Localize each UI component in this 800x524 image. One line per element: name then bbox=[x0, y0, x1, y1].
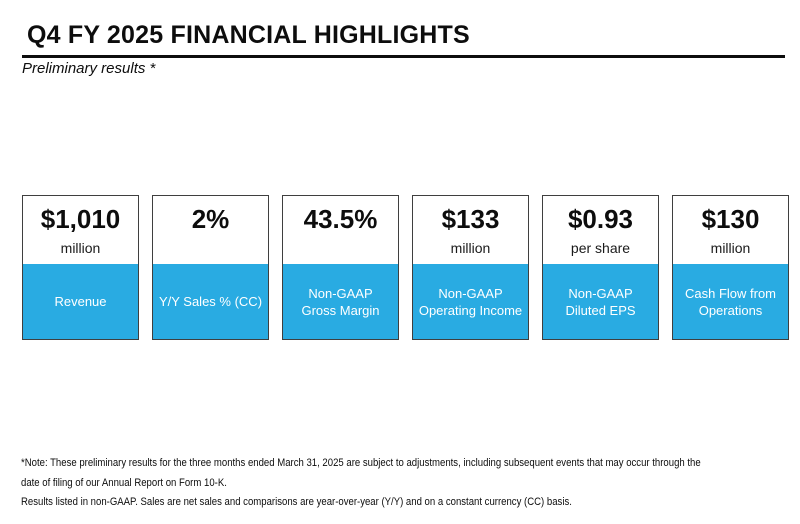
kpi-label-zone: Non-GAAP Diluted EPS bbox=[543, 264, 658, 339]
footnote-line-2: date of filing of our Annual Report on F… bbox=[21, 476, 227, 489]
page-title: Q4 FY 2025 FINANCIAL HIGHLIGHTS bbox=[27, 21, 470, 49]
kpi-card-diluted-eps: $0.93 per share Non-GAAP Diluted EPS bbox=[542, 195, 659, 340]
kpi-value: 2% bbox=[191, 204, 230, 234]
kpi-value: $1,010 bbox=[40, 204, 121, 234]
kpi-label-zone: Cash Flow from Operations bbox=[673, 264, 788, 339]
preliminary-results-subtitle: Preliminary results * bbox=[22, 60, 156, 77]
kpi-value: 43.5% bbox=[303, 204, 378, 234]
kpi-card-top: $133 million bbox=[413, 196, 528, 264]
kpi-label-zone: Y/Y Sales % (CC) bbox=[153, 264, 268, 339]
kpi-card-top: $130 million bbox=[673, 196, 788, 264]
kpi-card-cash-flow: $130 million Cash Flow from Operations bbox=[672, 195, 789, 340]
kpi-card-top: 2% bbox=[153, 196, 268, 264]
kpi-unit: per share bbox=[570, 240, 631, 256]
kpi-card-top: 43.5% bbox=[283, 196, 398, 264]
kpi-label-zone: Revenue bbox=[23, 264, 138, 339]
kpi-card-top: $0.93 per share bbox=[543, 196, 658, 264]
kpi-label: Non-GAAP Gross Margin bbox=[301, 285, 380, 318]
kpi-label: Non-GAAP Diluted EPS bbox=[565, 285, 636, 318]
kpi-label: Revenue bbox=[54, 294, 107, 309]
kpi-label: Y/Y Sales % (CC) bbox=[158, 294, 263, 309]
kpi-card-yy-sales: 2% Y/Y Sales % (CC) bbox=[152, 195, 269, 340]
kpi-label: Non-GAAP Operating Income bbox=[418, 285, 523, 318]
kpi-label-zone: Non-GAAP Gross Margin bbox=[283, 264, 398, 339]
footnote-line-1: *Note: These preliminary results for the… bbox=[21, 457, 701, 469]
kpi-label: Cash Flow from Operations bbox=[684, 285, 777, 318]
kpi-value: $133 bbox=[441, 204, 500, 234]
kpi-label-zone: Non-GAAP Operating Income bbox=[413, 264, 528, 339]
kpi-card-gross-margin: 43.5% Non-GAAP Gross Margin bbox=[282, 195, 399, 340]
title-underline-rule bbox=[22, 55, 785, 58]
kpi-value: $130 bbox=[701, 204, 760, 234]
kpi-unit: million bbox=[450, 240, 491, 256]
kpi-unit: million bbox=[60, 240, 101, 256]
kpi-cards-row: $1,010 million Revenue 2% Y/Y Sales % (C… bbox=[22, 195, 789, 340]
footnote-line-3: Results listed in non-GAAP. Sales are ne… bbox=[21, 496, 572, 508]
kpi-card-operating-income: $133 million Non-GAAP Operating Income bbox=[412, 195, 529, 340]
kpi-card-revenue: $1,010 million Revenue bbox=[22, 195, 139, 340]
kpi-unit: million bbox=[710, 240, 751, 256]
kpi-card-top: $1,010 million bbox=[23, 196, 138, 264]
kpi-value: $0.93 bbox=[567, 204, 634, 234]
footnotes: *Note: These preliminary results for the… bbox=[21, 454, 800, 513]
